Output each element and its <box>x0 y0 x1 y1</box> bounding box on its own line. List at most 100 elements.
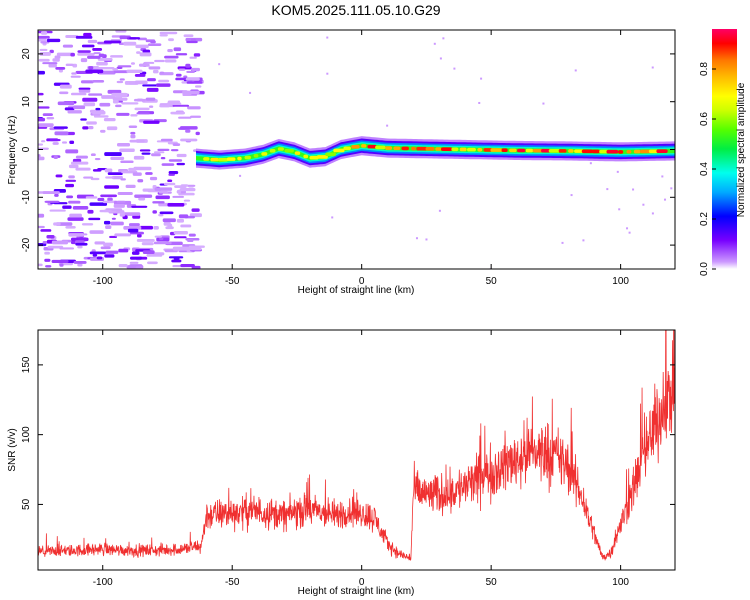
noise-speck <box>172 143 181 146</box>
noise-speck <box>49 209 66 212</box>
noise-speck <box>102 200 118 204</box>
noise-speck <box>142 188 157 192</box>
ridge-hotspot <box>606 149 619 154</box>
noise-speck <box>129 261 139 264</box>
noise-speck <box>73 260 87 264</box>
noise-speck <box>165 226 174 230</box>
noise-speck <box>54 131 69 136</box>
ridge-hotspot <box>509 148 517 153</box>
noise-speck <box>618 208 621 211</box>
noise-speck <box>632 188 635 191</box>
noise-speck <box>88 66 94 70</box>
noise-speck <box>100 129 106 133</box>
ridge-hotspot <box>599 149 609 154</box>
noise-speck <box>570 194 573 197</box>
noise-speck <box>59 247 75 250</box>
noise-speck <box>116 200 126 203</box>
noise-speck <box>75 167 91 171</box>
noise-speck <box>69 213 82 218</box>
noise-speck <box>154 59 165 63</box>
noise-speck <box>38 154 41 158</box>
ridge-hotspot <box>343 146 351 151</box>
noise-speck <box>136 51 141 54</box>
noise-speck <box>71 72 77 75</box>
noise-speck <box>453 67 456 70</box>
noise-speck <box>326 36 329 39</box>
colorbar-tick-label: 0.4 <box>699 162 710 176</box>
noise-speck <box>83 176 94 179</box>
noise-speck <box>65 63 74 66</box>
noise-speck <box>191 67 201 72</box>
colorbar-tick-label: 0.8 <box>699 62 710 76</box>
noise-speck <box>94 157 101 161</box>
noise-speck <box>168 159 183 162</box>
noise-speck <box>162 218 176 223</box>
noise-speck <box>171 259 182 263</box>
noise-speck <box>57 101 75 106</box>
noise-speck <box>116 143 131 147</box>
spectrogram-x-tick-label: -50 <box>225 276 240 287</box>
noise-speck <box>125 184 136 188</box>
noise-speck <box>173 47 182 52</box>
noise-speck <box>42 191 60 195</box>
noise-speck <box>69 140 75 144</box>
noise-speck <box>109 235 118 239</box>
noise-speck <box>574 69 577 72</box>
noise-speck <box>73 105 86 110</box>
noise-speck <box>135 266 143 269</box>
noise-speck <box>183 75 188 78</box>
snr-x-tick-label: 50 <box>486 577 498 588</box>
noise-speck <box>42 113 53 117</box>
noise-speck <box>126 69 143 74</box>
spectrogram-y-tick-label: 0 <box>21 146 32 152</box>
noise-speck <box>97 197 105 202</box>
noise-speck <box>150 40 156 44</box>
ridge-hotspot <box>277 147 284 151</box>
noise-speck <box>143 61 155 64</box>
noise-speck <box>172 195 184 198</box>
noise-speck <box>190 115 201 118</box>
noise-speck <box>148 66 161 70</box>
noise-speck <box>62 141 68 144</box>
noise-speck <box>39 48 48 52</box>
noise-speck <box>115 30 127 33</box>
noise-speck <box>152 69 159 74</box>
noise-speck <box>93 115 109 118</box>
noise-speck <box>159 236 164 241</box>
snr-x-tick-label: 0 <box>359 577 365 588</box>
colorbar-label: Normalized spectral amplitude <box>736 82 747 217</box>
noise-speck <box>147 43 162 47</box>
spectrogram-x-tick-label: -100 <box>93 276 113 287</box>
ridge-hotspot <box>441 147 453 151</box>
noise-speck <box>105 225 112 229</box>
noise-speck <box>67 110 82 114</box>
noise-speck <box>180 224 192 228</box>
noise-speck <box>87 55 101 59</box>
ridge-hotspot <box>253 154 259 158</box>
noise-speck <box>128 167 137 171</box>
noise-speck <box>176 162 185 166</box>
noise-speck <box>166 102 182 106</box>
snr-x-ticks: -100 -50 0 50 100 <box>93 330 629 588</box>
spectrogram-y-ticks: -20 -10 0 10 20 <box>21 48 675 252</box>
spectrogram-y-tick-label: 20 <box>21 48 32 60</box>
noise-speck <box>188 246 202 251</box>
noise-speck <box>167 100 181 103</box>
noise-speck <box>103 242 113 247</box>
noise-speck <box>129 256 143 260</box>
noise-speck <box>54 55 61 59</box>
noise-speck <box>110 221 124 226</box>
noise-speck <box>46 235 55 239</box>
noise-speck <box>87 39 98 44</box>
noise-speck <box>119 212 126 217</box>
noise-speck <box>38 37 47 42</box>
noise-speck <box>433 42 436 45</box>
noise-speck <box>187 239 194 243</box>
noise-speck <box>131 205 148 208</box>
noise-speck <box>146 87 159 92</box>
noise-speck <box>88 125 94 130</box>
noise-speck <box>582 239 585 242</box>
noise-speck <box>49 49 54 54</box>
noise-speck <box>153 241 172 245</box>
ridge-hotspot <box>633 149 641 154</box>
